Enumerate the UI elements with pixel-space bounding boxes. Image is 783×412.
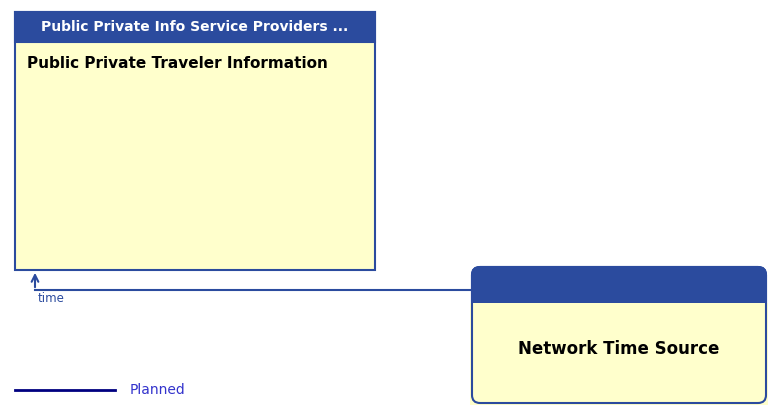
FancyBboxPatch shape bbox=[472, 267, 766, 403]
FancyBboxPatch shape bbox=[15, 12, 375, 42]
Text: Public Private Info Service Providers ...: Public Private Info Service Providers ..… bbox=[41, 20, 348, 34]
Text: Public Private Traveler Information: Public Private Traveler Information bbox=[27, 56, 328, 71]
Text: Planned: Planned bbox=[130, 383, 186, 397]
FancyBboxPatch shape bbox=[472, 267, 766, 403]
Text: Network Time Source: Network Time Source bbox=[518, 340, 720, 358]
Text: time: time bbox=[38, 292, 65, 305]
FancyBboxPatch shape bbox=[15, 12, 375, 270]
Bar bbox=[470, 303, 768, 405]
